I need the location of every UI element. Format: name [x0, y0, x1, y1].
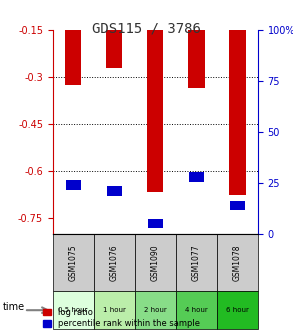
Bar: [107, 186, 122, 196]
Bar: [188, 0, 205, 88]
Text: GSM1075: GSM1075: [69, 244, 78, 281]
Text: GSM1077: GSM1077: [192, 244, 201, 281]
Bar: [230, 201, 245, 210]
Text: GSM1078: GSM1078: [233, 244, 242, 281]
FancyBboxPatch shape: [135, 234, 176, 291]
Bar: [147, 0, 163, 192]
Text: 6 hour: 6 hour: [226, 307, 249, 313]
FancyBboxPatch shape: [217, 291, 258, 329]
FancyBboxPatch shape: [53, 234, 94, 291]
Bar: [148, 219, 163, 228]
Text: time: time: [3, 302, 25, 312]
Bar: [106, 0, 122, 68]
FancyBboxPatch shape: [217, 234, 258, 291]
FancyBboxPatch shape: [135, 291, 176, 329]
Legend: log ratio, percentile rank within the sample: log ratio, percentile rank within the sa…: [39, 305, 203, 332]
FancyBboxPatch shape: [53, 291, 94, 329]
Text: 4 hour: 4 hour: [185, 307, 208, 313]
Text: GDS115 / 3786: GDS115 / 3786: [92, 22, 201, 36]
FancyBboxPatch shape: [176, 291, 217, 329]
Bar: [66, 180, 81, 190]
FancyBboxPatch shape: [94, 291, 135, 329]
Bar: [229, 0, 246, 195]
FancyBboxPatch shape: [94, 234, 135, 291]
FancyBboxPatch shape: [176, 234, 217, 291]
Text: 1 hour: 1 hour: [103, 307, 126, 313]
Bar: [65, 0, 81, 85]
Text: 2 hour: 2 hour: [144, 307, 167, 313]
Text: GSM1076: GSM1076: [110, 244, 119, 281]
Text: 0.5 hour: 0.5 hour: [59, 307, 88, 313]
Text: GSM1090: GSM1090: [151, 244, 160, 281]
Bar: [189, 172, 204, 181]
